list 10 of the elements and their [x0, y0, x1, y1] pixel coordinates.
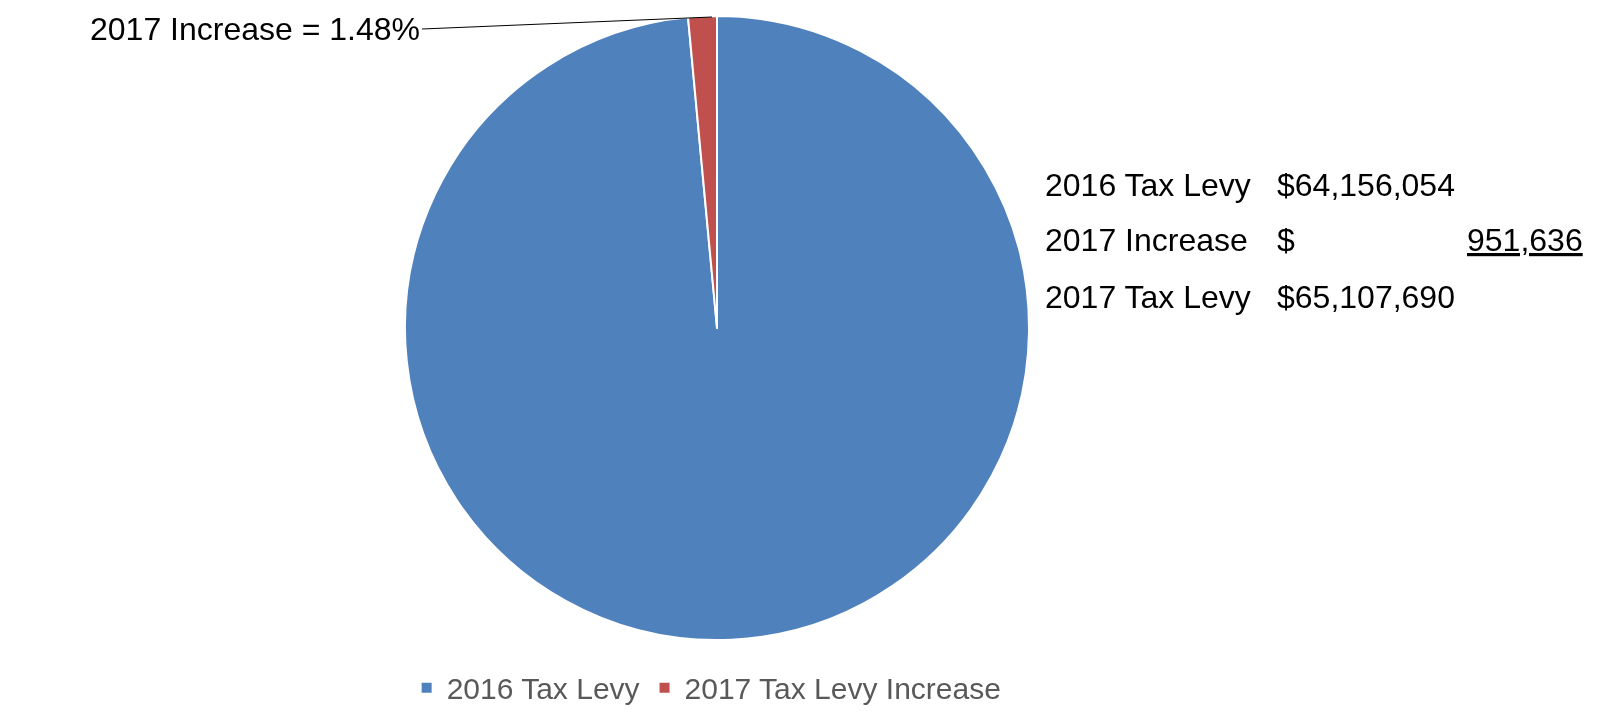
text: 2017 Increase = 1.48% — [90, 11, 421, 47]
text: $ — [1277, 222, 1295, 258]
text: 951,636 — [1467, 222, 1583, 258]
text: 2016 Tax Levy — [1045, 167, 1251, 203]
text: 2017 Increase — [1045, 222, 1248, 258]
text: 2017 Tax Levy — [1045, 279, 1251, 315]
text: $65,107,690 — [1277, 279, 1455, 315]
legend-label: 2017 Tax Levy Increase — [684, 672, 1001, 706]
text: $64,156,054 — [1277, 167, 1455, 203]
legend-label: 2016 Tax Levy — [446, 672, 640, 706]
